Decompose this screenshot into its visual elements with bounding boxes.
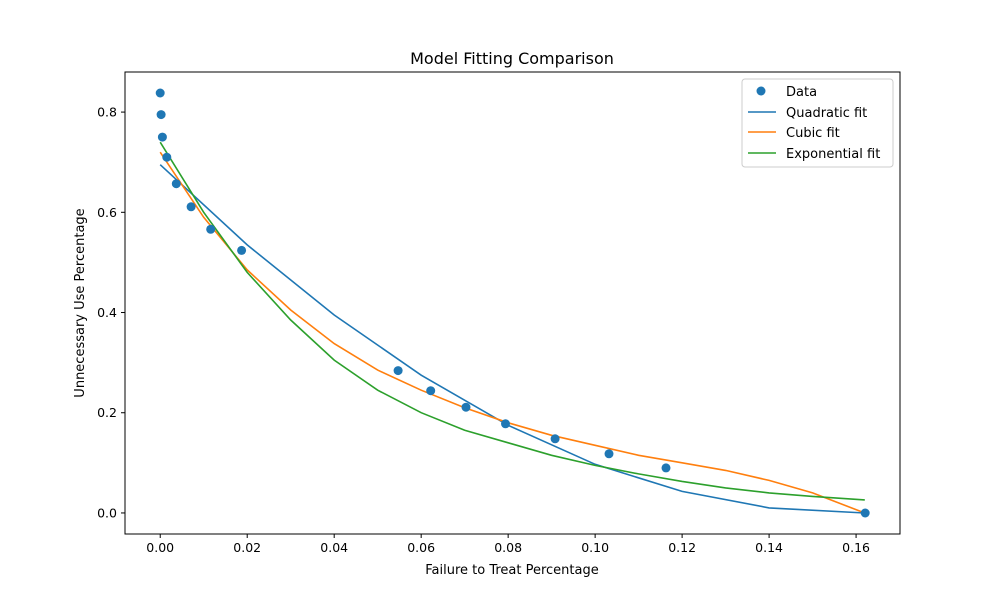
legend-label-cubic: Cubic fit (786, 126, 840, 141)
data-point (206, 224, 216, 234)
legend-label-exponential: Exponential fit (786, 147, 880, 162)
data-point (860, 508, 870, 518)
legend-label-quadratic: Quadratic fit (786, 106, 867, 121)
data-point (550, 434, 560, 444)
data-point (171, 179, 181, 189)
x-tick-label: 0.00 (146, 540, 174, 555)
x-tick-label: 0.06 (407, 540, 435, 555)
chart-title: Model Fitting Comparison (410, 49, 614, 68)
exponential-fit-line (159, 141, 865, 501)
data-point (162, 152, 172, 162)
data-point (501, 419, 510, 429)
data-point (237, 245, 247, 255)
x-tick-label: 0.12 (668, 540, 696, 555)
y-tick-label: 0.0 (97, 505, 117, 520)
x-tick-label: 0.04 (320, 540, 348, 555)
x-tick-label: 0.02 (233, 540, 261, 555)
x-tick-label: 0.10 (581, 540, 609, 555)
legend-box (741, 78, 894, 168)
x-tick-label: 0.16 (842, 540, 870, 555)
x-tick-label: 0.08 (494, 540, 522, 555)
y-tick-label: 0.4 (97, 305, 117, 320)
x-tick-label: 0.14 (755, 540, 783, 555)
legend-marker-data (756, 86, 766, 96)
data-point (461, 402, 471, 412)
y-axis-label: Unnecessary Use Percentage (73, 208, 88, 397)
data-point (604, 449, 614, 459)
x-axis-ticks: 0.00 0.02 0.04 0.06 0.08 0.10 0.12 0.14 0.16 (146, 534, 870, 555)
data-point (426, 386, 436, 396)
data-point (661, 463, 671, 473)
y-tick-label: 0.2 (97, 405, 117, 420)
data-point (186, 202, 196, 212)
data-point (157, 132, 167, 142)
y-axis-ticks: 0.0 0.2 0.4 0.6 0.8 (97, 105, 125, 520)
y-tick-label: 0.8 (97, 105, 117, 120)
data-point (393, 366, 403, 376)
legend: Data Quadratic fit Cubic fit Exponential… (741, 78, 894, 168)
data-point (155, 88, 165, 98)
plot-area (155, 88, 870, 518)
x-axis-label: Failure to Treat Percentage (425, 563, 599, 578)
plot-frame (124, 71, 901, 535)
legend-label-data: Data (786, 85, 817, 100)
data-point (156, 110, 166, 120)
y-tick-label: 0.6 (97, 205, 117, 220)
